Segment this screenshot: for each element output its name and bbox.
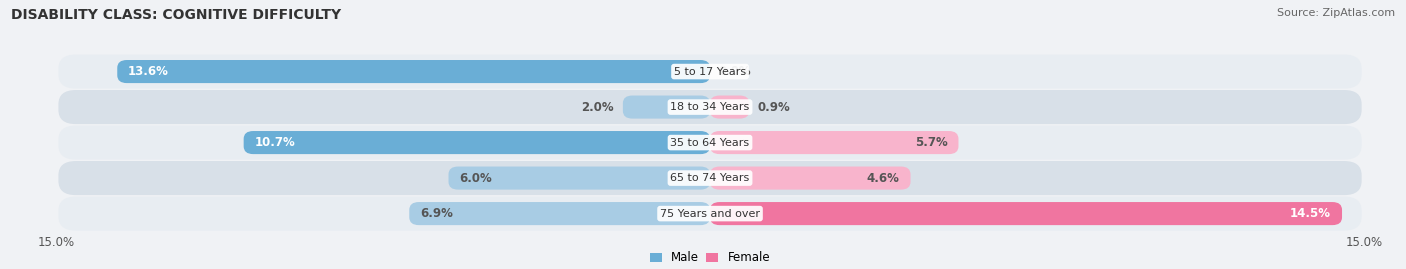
FancyBboxPatch shape — [409, 202, 710, 225]
FancyBboxPatch shape — [449, 167, 710, 190]
FancyBboxPatch shape — [59, 197, 1361, 231]
FancyBboxPatch shape — [243, 131, 710, 154]
FancyBboxPatch shape — [117, 60, 710, 83]
FancyBboxPatch shape — [59, 55, 1361, 89]
Legend: Male, Female: Male, Female — [650, 252, 770, 264]
FancyBboxPatch shape — [59, 90, 1361, 124]
Text: 18 to 34 Years: 18 to 34 Years — [671, 102, 749, 112]
Text: 75 Years and over: 75 Years and over — [659, 208, 761, 219]
Text: 2.0%: 2.0% — [582, 101, 614, 114]
FancyBboxPatch shape — [710, 167, 911, 190]
Text: 6.0%: 6.0% — [460, 172, 492, 185]
Text: 0.0%: 0.0% — [718, 65, 751, 78]
Text: 35 to 64 Years: 35 to 64 Years — [671, 137, 749, 148]
Text: 5 to 17 Years: 5 to 17 Years — [673, 66, 747, 77]
Text: DISABILITY CLASS: COGNITIVE DIFFICULTY: DISABILITY CLASS: COGNITIVE DIFFICULTY — [11, 8, 342, 22]
Text: 5.7%: 5.7% — [915, 136, 948, 149]
Text: 6.9%: 6.9% — [420, 207, 453, 220]
FancyBboxPatch shape — [59, 126, 1361, 160]
Text: 10.7%: 10.7% — [254, 136, 295, 149]
Text: 14.5%: 14.5% — [1291, 207, 1331, 220]
Text: 4.6%: 4.6% — [866, 172, 900, 185]
FancyBboxPatch shape — [59, 161, 1361, 195]
FancyBboxPatch shape — [710, 95, 749, 119]
FancyBboxPatch shape — [710, 202, 1343, 225]
Text: 0.9%: 0.9% — [758, 101, 790, 114]
Text: 13.6%: 13.6% — [128, 65, 169, 78]
FancyBboxPatch shape — [623, 95, 710, 119]
FancyBboxPatch shape — [710, 131, 959, 154]
Text: Source: ZipAtlas.com: Source: ZipAtlas.com — [1277, 8, 1395, 18]
Text: 65 to 74 Years: 65 to 74 Years — [671, 173, 749, 183]
